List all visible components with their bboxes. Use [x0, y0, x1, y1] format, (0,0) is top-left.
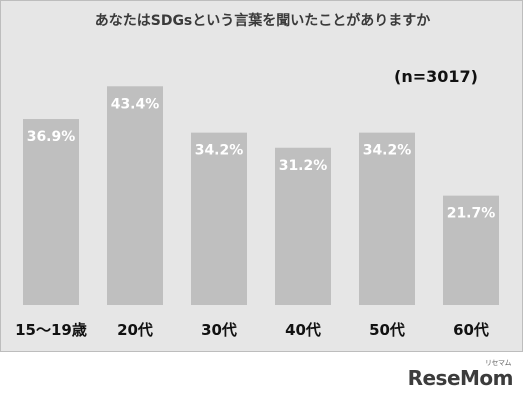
bar-4	[359, 132, 415, 305]
chart-panel: あなたはSDGsという言葉を聞いたことがありますか (n=3017) 36.9%…	[0, 0, 523, 352]
category-label-2: 30代	[201, 321, 237, 339]
category-label-0: 15～19歳	[15, 321, 87, 339]
value-label-3: 31.2%	[279, 158, 328, 174]
category-label-5: 60代	[453, 321, 489, 339]
brand-logo-tag: リセマム	[485, 359, 512, 367]
chart-title: あなたはSDGsという言葉を聞いたことがありますか	[94, 13, 431, 29]
category-label-1: 20代	[117, 321, 153, 339]
bar-0	[23, 119, 79, 305]
brand-logo-text: ReseMom	[407, 366, 514, 390]
sample-size-note: (n=3017)	[394, 67, 478, 86]
bar-3	[275, 147, 331, 305]
category-label-3: 40代	[285, 321, 321, 339]
category-label-4: 50代	[369, 321, 405, 339]
bar-2	[191, 132, 247, 305]
bar-1	[107, 86, 163, 305]
value-label-5: 21.7%	[447, 206, 496, 222]
bar-5	[443, 195, 499, 305]
value-label-2: 34.2%	[195, 143, 244, 159]
value-label-0: 36.9%	[27, 129, 76, 145]
value-label-4: 34.2%	[363, 143, 412, 159]
brand-logo: ReseMom リセマム	[407, 359, 514, 390]
value-label-1: 43.4%	[111, 96, 160, 112]
bar-chart: 36.9% 15～19歳 43.4% 20代 34.2% 30代 31.2% 40代 34.2%…	[15, 86, 499, 339]
